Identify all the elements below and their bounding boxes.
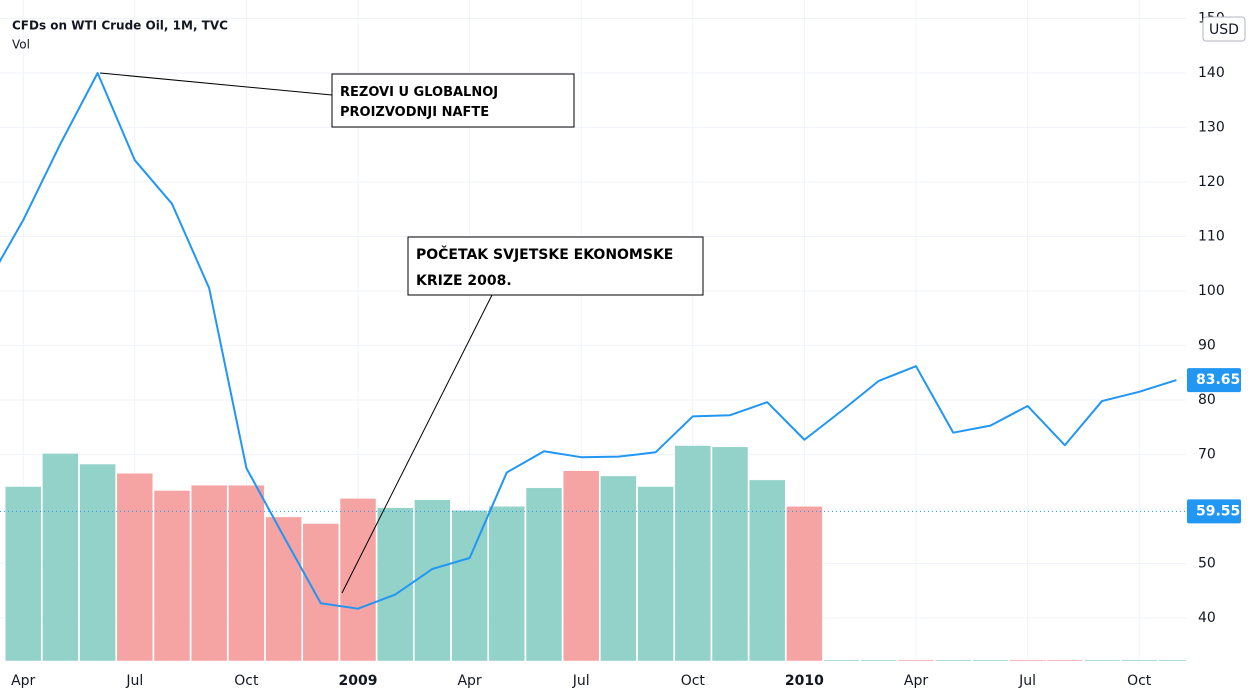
x-tick-label: Apr <box>904 673 928 689</box>
y-tick-label: 120 <box>1198 174 1225 190</box>
x-tick-label: Jul <box>125 673 143 689</box>
y-tick-label: 70 <box>1198 446 1216 462</box>
price-label: 59.55 <box>1196 503 1240 519</box>
volume-bar <box>897 659 935 661</box>
annotations: REZOVI U GLOBALNOJ PROIZVODNJI NAFTE POČET… <box>99 72 704 594</box>
callout-text: PROIZVODNJI NAFTE <box>340 105 489 120</box>
y-tick-label: 80 <box>1198 392 1216 408</box>
x-tick-label: 2009 <box>339 673 378 689</box>
volume-bar <box>302 523 340 661</box>
volume-bar <box>711 446 749 661</box>
callout-line <box>341 294 493 594</box>
volume-bar <box>525 487 563 661</box>
y-tick-label: 100 <box>1198 283 1225 299</box>
volume-bar <box>748 479 786 661</box>
callout-text: POČETAK SVJETSKE EKONOMSKE <box>416 245 673 263</box>
volume-bar <box>190 484 228 661</box>
callout-text: KRIZE 2008. <box>416 273 512 289</box>
x-tick-label: Jul <box>572 673 590 689</box>
y-tick-label: 140 <box>1198 65 1225 81</box>
volume-layer <box>4 445 1186 661</box>
x-tick-label: 2010 <box>785 673 824 689</box>
volume-bar <box>488 506 526 661</box>
callout-box <box>407 236 704 296</box>
price-layer <box>0 72 1186 610</box>
volume-bar <box>4 486 42 661</box>
price-series <box>0 72 1177 610</box>
y-tick-label: 110 <box>1198 228 1225 244</box>
volume-bar <box>1120 659 1158 661</box>
volume-bar <box>1046 659 1084 661</box>
volume-bar <box>153 490 191 661</box>
price-label-box <box>1187 368 1241 393</box>
volume-bar <box>823 659 860 661</box>
axes: 405060708090100110120130140150AprJulOct2… <box>11 11 1246 689</box>
y-tick-label: 90 <box>1198 337 1216 353</box>
volume-bar <box>637 486 674 661</box>
callout-line <box>99 72 333 96</box>
x-tick-label: Oct <box>234 673 259 689</box>
volume-bar <box>376 507 414 661</box>
x-tick-label: Apr <box>457 673 481 689</box>
volume-bar <box>934 659 972 661</box>
x-tick-label: Jul <box>1018 673 1036 689</box>
callout-text: REZOVI U GLOBALNOJ <box>340 85 498 100</box>
x-tick-label: Oct <box>681 673 706 689</box>
volume-bar <box>860 659 898 661</box>
y-tick-label: 50 <box>1198 555 1216 571</box>
volume-bar <box>1009 659 1046 661</box>
price-label-box <box>1187 499 1241 524</box>
volume-bar <box>786 506 823 661</box>
volume-bar <box>600 475 637 661</box>
x-tick-label: Apr <box>11 673 35 689</box>
volume-bar <box>1158 659 1186 661</box>
currency: USD <box>1209 22 1239 38</box>
y-tick-label: 130 <box>1198 120 1225 136</box>
volume-bar <box>451 510 488 661</box>
volume-bar <box>265 516 302 661</box>
volume-bar <box>674 445 712 661</box>
volume-bar <box>42 453 79 661</box>
chart-subtitle: Vol <box>12 38 30 52</box>
volume-bar <box>414 499 451 661</box>
chart-title: CFDs on WTI Crude Oil, 1M, TVC <box>12 19 228 33</box>
volume-bar <box>972 659 1009 661</box>
y-tick-label: 40 <box>1198 610 1216 626</box>
volume-bar <box>79 463 116 661</box>
volume-bar <box>339 498 377 661</box>
callout-box <box>331 73 575 128</box>
x-tick-label: Oct <box>1127 673 1152 689</box>
currency-box <box>1202 16 1246 42</box>
volume-bar <box>116 473 154 661</box>
volume-bar <box>1083 659 1121 661</box>
volume-bar <box>562 470 600 661</box>
volume-bar <box>228 484 265 661</box>
price-label: 83.65 <box>1196 372 1240 388</box>
